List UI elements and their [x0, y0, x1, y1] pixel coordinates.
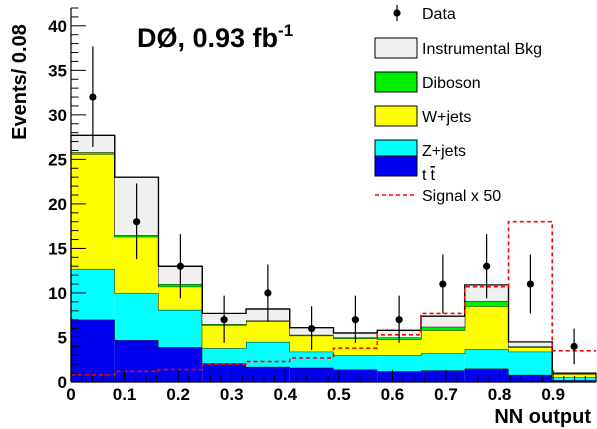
legend-label-zjets: Z+jets: [422, 143, 466, 160]
legend-label-data: Data: [422, 6, 456, 23]
data-point-bin-8: [439, 280, 447, 288]
legend: Data Instrumental Bkg Diboson W+jets Z+j…: [374, 5, 542, 205]
legend-entry-data: Data: [393, 5, 456, 23]
bar-t-bin-0: [71, 319, 115, 382]
x-tick-label: 0.9: [541, 385, 565, 404]
bar-t-bin-10: [508, 374, 553, 382]
x-tick-label: 0.2: [166, 385, 190, 404]
bar-z-jets-bin-1: [114, 292, 159, 341]
x-axis-title: NN output: [494, 406, 591, 428]
bar-diboson-bin-8: [420, 326, 465, 331]
data-point-bin-3: [220, 316, 228, 324]
bar-w-jets-bin-10: [508, 347, 553, 352]
bar-diboson-bin-0: [71, 152, 115, 155]
y-tick-label: 5: [58, 328, 67, 347]
bar-t-bin-5: [289, 367, 334, 382]
y-tick-label: 10: [48, 284, 67, 303]
legend-entry-instrumental: Instrumental Bkg: [374, 37, 542, 59]
bar-z-jets-bin-9: [464, 349, 509, 369]
bar-w-jets-bin-0: [71, 154, 115, 269]
legend-label-instrumental: Instrumental Bkg: [422, 41, 542, 58]
data-points: [89, 46, 578, 365]
bar-t-bin-4: [246, 366, 290, 382]
y-tick-label: 25: [48, 150, 67, 169]
legend-swatch-ttbar: [374, 155, 418, 177]
bar-instrumental-bkg-bin-10: [508, 341, 553, 347]
bar-w-jets-bin-7: [377, 339, 421, 356]
x-tick-label: 0.7: [434, 385, 458, 404]
bar-t-bin-7: [377, 371, 421, 382]
outline-total: [70, 134, 597, 382]
bar-z-jets-bin-10: [508, 351, 553, 375]
legend-entry-wjets: W+jets: [374, 105, 471, 127]
y-axis-title: Events/ 0.08: [9, 24, 31, 140]
x-tick-label: 0: [66, 385, 75, 404]
y-tick-label: 0: [58, 373, 67, 392]
legend-swatch-wjets: [374, 105, 418, 127]
data-point-bin-7: [395, 316, 403, 324]
bar-w-jets-bin-4: [246, 321, 290, 342]
x-tick-label: 0.3: [220, 385, 244, 404]
legend-label-signal: Signal x 50: [422, 188, 501, 205]
x-tick-label: 0.5: [327, 385, 351, 404]
bar-w-jets-bin-11: [552, 373, 596, 378]
y-tick-label: 35: [48, 61, 67, 80]
signal-line: [71, 220, 596, 376]
bar-z-jets-bin-4: [246, 341, 290, 367]
data-point-bin-10: [526, 280, 534, 288]
tick-labels: 0 0.1 0.2 0.3 0.4 0.5 0.6 0.7 0.8 0.9 0 5 10 15 20 25 30…: [48, 17, 565, 404]
data-point-bin-9: [483, 262, 491, 270]
bar-w-jets-bin-9: [464, 306, 509, 350]
y-tick-label: 20: [48, 195, 67, 214]
data-point-bin-5: [308, 324, 316, 333]
legend-label-diboson: Diboson: [422, 75, 481, 92]
bar-z-jets-bin-5: [289, 351, 334, 368]
legend-entry-zjets: Z+jets: [374, 139, 466, 161]
bar-instrumental-bkg-bin-8: [420, 316, 465, 327]
signal-histogram: [71, 220, 596, 376]
bar-diboson-bin-9: [464, 300, 509, 307]
data-point-bin-11: [570, 342, 578, 350]
stacked-histogram: [70, 134, 597, 382]
bar-w-jets-bin-8: [420, 330, 465, 354]
bar-z-jets-bin-8: [420, 353, 465, 371]
bar-t-bin-3: [202, 363, 247, 382]
bar-t-bin-6: [333, 369, 378, 382]
data-point-bin-6: [351, 316, 359, 324]
bar-t-bin-2: [158, 347, 203, 382]
axes: [70, 7, 597, 383]
y-tick-label: 30: [48, 106, 67, 125]
bar-z-jets-bin-6: [333, 355, 378, 370]
bar-t-bin-9: [464, 368, 509, 382]
bar-z-jets-bin-7: [377, 355, 421, 372]
bar-w-jets-bin-6: [333, 338, 378, 356]
data-point-bin-1: [133, 218, 141, 226]
x-tick-label: 0.6: [381, 385, 405, 404]
plot-title: DØ, 0.93 fb-1: [137, 21, 293, 53]
bar-z-jets-bin-2: [158, 309, 203, 348]
x-tick-label: 0.1: [113, 385, 137, 404]
bar-t-bin-8: [420, 370, 465, 382]
y-tick-label: 40: [48, 17, 67, 36]
legend-data-marker: [393, 9, 401, 17]
bar-z-jets-bin-0: [71, 268, 115, 320]
legend-label-wjets: W+jets: [422, 109, 471, 126]
data-point-bin-2: [176, 262, 184, 270]
bar-z-jets-bin-3: [202, 348, 247, 364]
data-point-bin-4: [264, 289, 272, 297]
x-tick-label: 0.8: [488, 385, 512, 404]
legend-entry-signal: Signal x 50: [375, 188, 501, 205]
x-tick-label: 0.4: [273, 385, 297, 404]
y-tick-label: 15: [48, 239, 67, 258]
legend-entry-diboson: Diboson: [374, 71, 481, 93]
data-point-bin-0: [89, 93, 97, 101]
legend-swatch-diboson: [374, 71, 418, 93]
bar-t-bin-1: [114, 340, 159, 382]
legend-swatch-instrumental: [374, 37, 418, 59]
